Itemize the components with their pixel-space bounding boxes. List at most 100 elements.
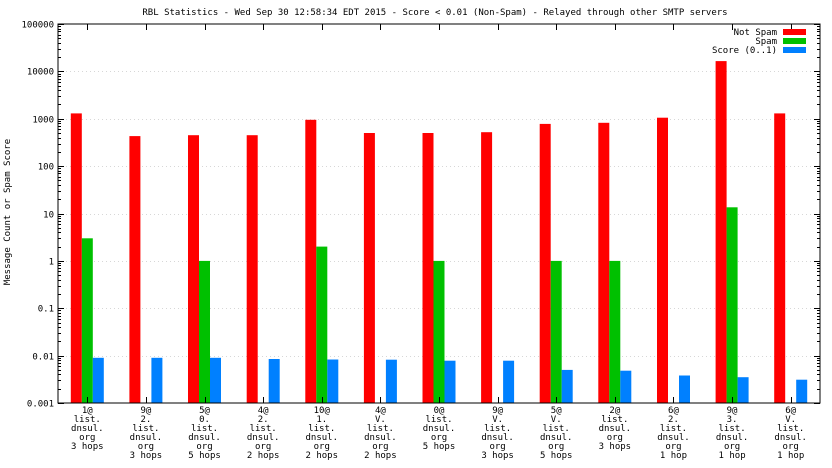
x-tick-label-line: org: [314, 442, 330, 452]
x-tick-label-line: 4@: [258, 406, 269, 416]
bar-score-0-1: [151, 357, 163, 403]
x-tick-label-line: 0.: [199, 415, 210, 425]
x-tick-label-line: 1.: [316, 415, 327, 425]
x-tick-label-line: org: [431, 433, 447, 443]
x-tick-label-line: list.: [367, 424, 394, 434]
bar-not-spam: [422, 133, 434, 403]
bar-spam: [726, 207, 738, 403]
x-tick-label-line: 9@: [727, 406, 738, 416]
bars: [70, 61, 808, 404]
x-tick-label-line: 2 hops: [247, 451, 280, 461]
y-tick-labels: 100000 10000 1000 100 10 1 0.1 0.01 0.001: [21, 21, 54, 410]
x-tick-label-line: dnsul.: [423, 424, 456, 434]
x-tick-label: 6@ V. list. dnsul. org 1 hop: [774, 406, 807, 461]
x-tick-label: 0@ list. dnsul. org 5 hops: [423, 406, 456, 452]
bar-not-spam: [129, 136, 141, 403]
x-tick-label: 10@ 1. list. dnsul. org 2 hops: [306, 406, 339, 461]
bar-not-spam: [70, 113, 82, 404]
x-tick-label-line: 6@: [785, 406, 796, 416]
bar-score-0-1: [210, 357, 221, 403]
x-tick-label-line: 3 hops: [599, 442, 632, 452]
bar-spam: [199, 260, 210, 403]
bar-spam: [609, 260, 621, 403]
bar-score-0-1: [796, 379, 808, 403]
x-tick-label: 5@ V. list. dnsul. org 5 hops: [540, 406, 573, 461]
y-tick-label: 0.001: [27, 400, 54, 410]
x-tick-label-line: org: [548, 442, 564, 452]
x-tick-label-line: list.: [425, 415, 452, 425]
x-tick-label-line: dnsul.: [481, 433, 514, 443]
y-axis-label: Message Count or Spam Score: [3, 139, 13, 285]
x-tick-label-line: 2@: [609, 406, 620, 416]
x-tick-label-line: list.: [308, 424, 335, 434]
bar-spam: [316, 246, 328, 403]
x-tick-label-line: 2.: [258, 415, 269, 425]
x-tick-label-line: 10@: [314, 406, 331, 416]
bar-not-spam: [657, 117, 668, 403]
x-tick-label-line: dnsul.: [188, 433, 221, 443]
x-tick-label-line: V.: [785, 415, 796, 425]
y-tick-label: 10000: [27, 68, 54, 78]
bar-score-0-1: [620, 370, 632, 403]
x-tick-label-line: 5 hops: [540, 451, 573, 461]
x-tick-label-line: dnsul.: [599, 424, 632, 434]
x-tick-label-line: 2.: [141, 415, 152, 425]
bar-not-spam: [774, 113, 786, 404]
x-tick-label-line: dnsul.: [716, 433, 749, 443]
x-tick-label-line: 9@: [492, 406, 503, 416]
bar-not-spam: [715, 61, 727, 403]
bar-score-0-1: [385, 359, 397, 403]
x-tick-label-line: 1 hop: [777, 451, 804, 461]
x-tick-label-line: V.: [375, 415, 386, 425]
x-tick-label: 6@ 2. list. dnsul. org 1 hop: [657, 406, 690, 461]
x-tick-label-line: dnsul.: [657, 433, 690, 443]
legend-label: Not Spam: [734, 28, 777, 38]
x-tick-label: 4@ 2. list. dnsul. org 2 hops: [247, 406, 280, 461]
bar-score-0-1: [268, 359, 280, 403]
axis-ticks: [58, 24, 820, 404]
x-tick-label: 9@ 3. list. dnsul. org 1 hop: [716, 406, 749, 461]
y-tick-label: 0.01: [32, 353, 54, 363]
legend-label: Spam: [755, 37, 777, 47]
x-tick-label-line: V.: [492, 415, 503, 425]
x-tick-label-line: 1@: [82, 406, 93, 416]
x-tick-label-line: dnsul.: [306, 433, 339, 443]
x-tick-label-line: 1 hop: [719, 451, 746, 461]
bar-score-0-1: [503, 360, 515, 403]
x-tick-label-line: org: [138, 442, 154, 452]
x-tick-label-line: org: [724, 442, 740, 452]
x-tick-label-line: dnsul.: [364, 433, 397, 443]
x-tick-label-line: 3 hops: [71, 442, 104, 452]
x-tick-label-line: V.: [551, 415, 562, 425]
legend-label: Score (0..1): [712, 46, 777, 56]
bar-not-spam: [598, 122, 610, 404]
bar-not-spam: [188, 135, 199, 403]
chart-title: RBL Statistics - Wed Sep 30 12:58:34 EDT…: [142, 8, 727, 18]
x-tick-label-line: 5@: [199, 406, 210, 416]
y-tick-label: 0.1: [38, 305, 54, 315]
y-tick-label: 100000: [21, 21, 54, 31]
legend-swatch: [783, 38, 806, 44]
x-tick-label-line: list.: [250, 424, 277, 434]
x-tick-label-line: org: [79, 433, 95, 443]
bar-not-spam: [481, 132, 493, 403]
bar-spam: [433, 260, 445, 403]
legend-swatch: [783, 47, 806, 53]
x-tick-label: 1@ list. dnsul. org 3 hops: [71, 406, 104, 452]
y-tick-label: 1000: [32, 116, 54, 126]
x-tick-label-line: 1 hop: [660, 451, 687, 461]
x-tick-label: 4@ V. list. dnsul. org 2 hops: [364, 406, 397, 461]
bar-score-0-1: [444, 360, 456, 403]
x-tick-label-line: list.: [601, 415, 628, 425]
x-tick-label-line: 9@: [141, 406, 152, 416]
x-tick-label-line: list.: [191, 424, 218, 434]
x-tick-label-line: 2.: [668, 415, 679, 425]
x-tick-label: 5@ 0. list. dnsul. org 5 hops: [188, 406, 221, 461]
x-tick-label: 9@ 2. list. dnsul. org 3 hops: [130, 406, 163, 461]
x-tick-label-line: 0@: [434, 406, 445, 416]
x-tick-label: 2@ list. dnsul. org 3 hops: [599, 406, 632, 452]
x-tick-label-line: org: [607, 433, 623, 443]
